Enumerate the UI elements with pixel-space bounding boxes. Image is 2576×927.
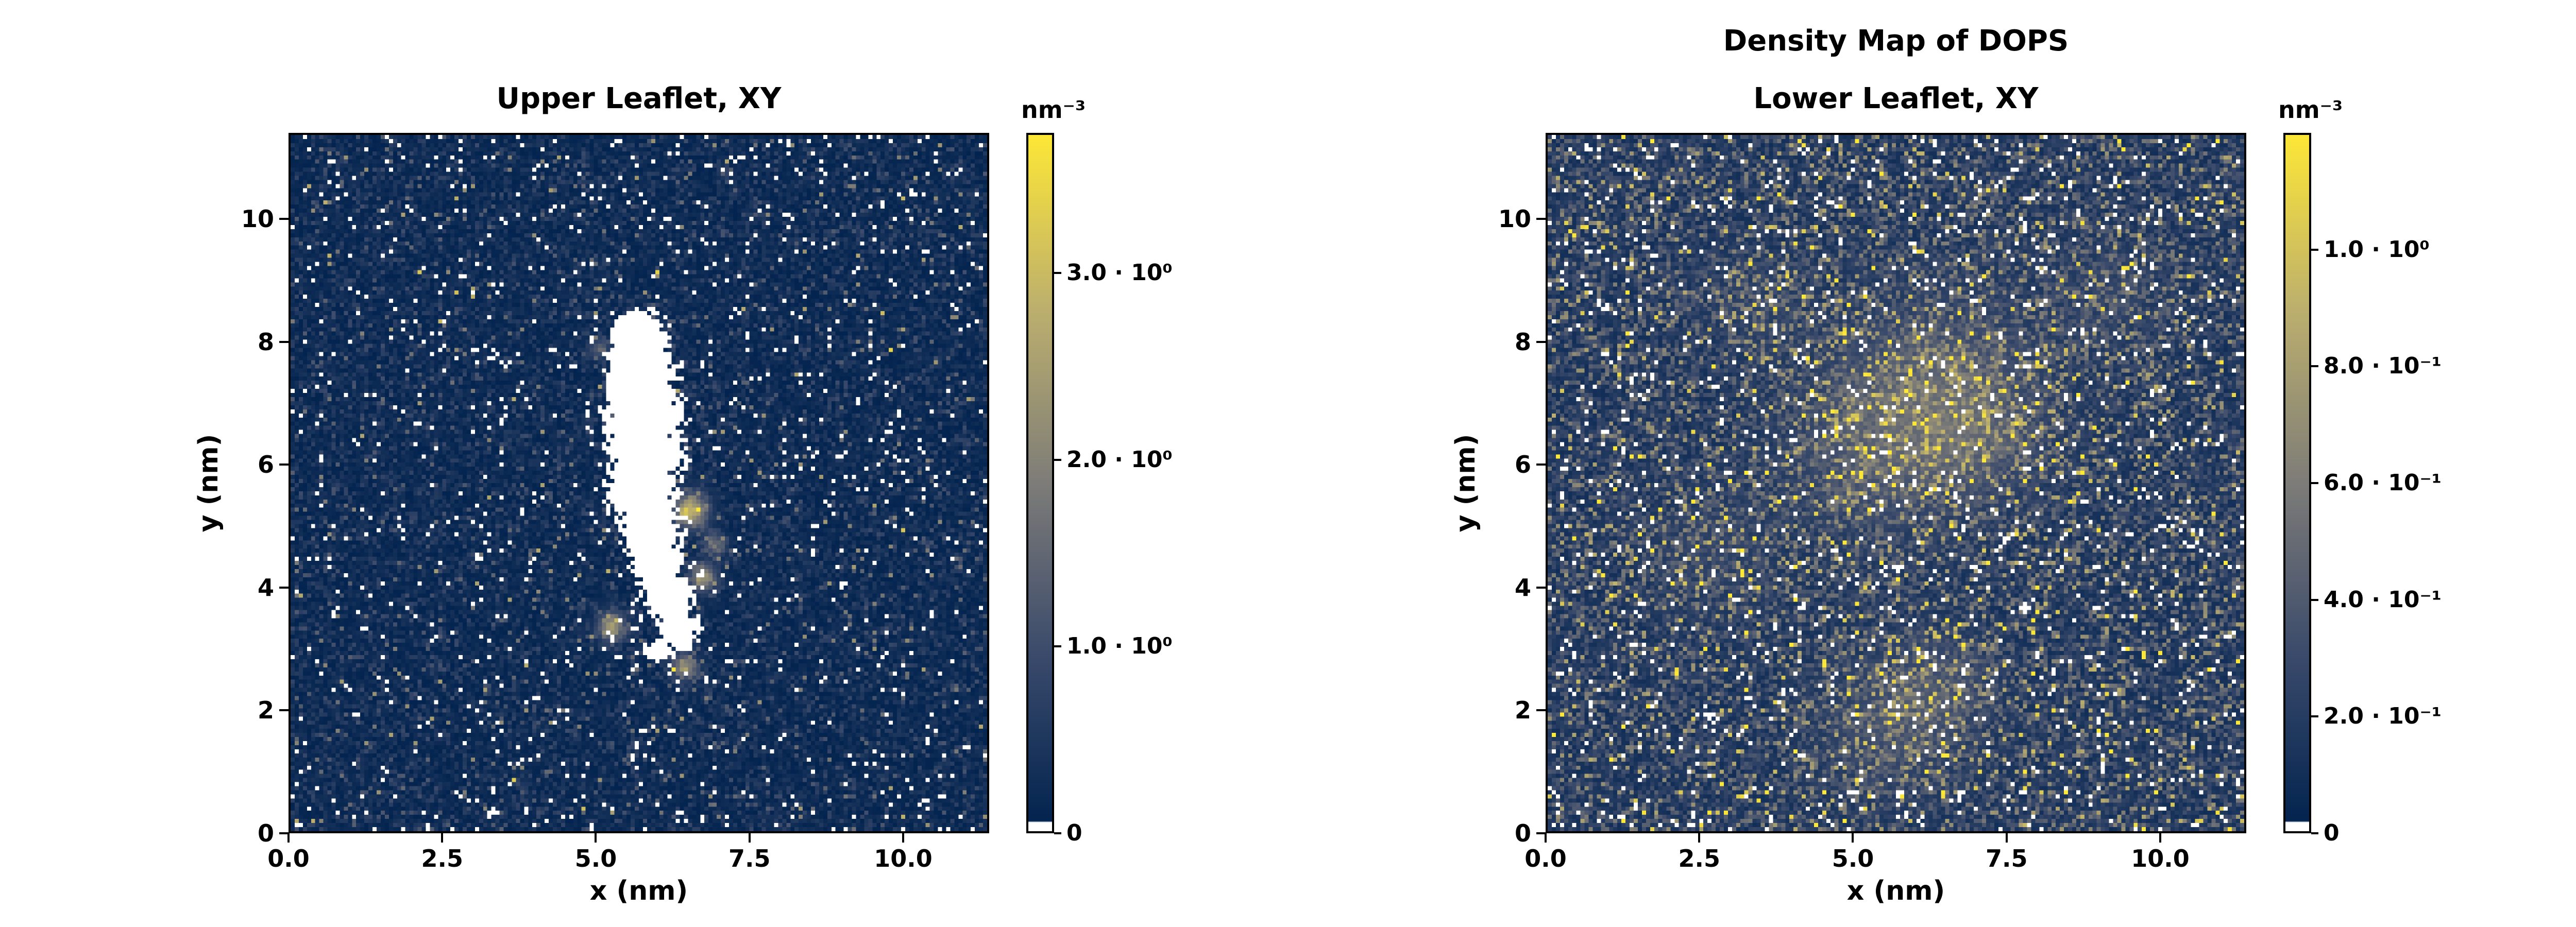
x-tick-label: 7.5	[728, 845, 771, 872]
x-tick-label: 10.0	[874, 845, 933, 872]
colorbar-tick-label: 2.0 · 10⁻¹	[2324, 703, 2442, 730]
y-tick-mark	[1536, 709, 1546, 712]
colorbar-unit-upper-leaflet: nm⁻³	[1021, 96, 1086, 124]
heatmap-canvas-upper-leaflet	[291, 135, 987, 831]
x-tick-mark	[1698, 833, 1701, 843]
x-tick-label: 10.0	[2131, 845, 2190, 872]
x-tick-label: 0.0	[1524, 845, 1567, 872]
x-tick-mark	[287, 833, 290, 843]
y-tick-label: 2	[257, 696, 274, 725]
y-tick-mark	[279, 709, 289, 712]
x-tick-label: 2.5	[1678, 845, 1720, 872]
colorbar-tick-mark	[1054, 272, 1061, 274]
y-tick-label: 4	[1514, 573, 1531, 602]
y-tick-mark	[1536, 586, 1546, 589]
colorbar-upper-leaflet	[1026, 133, 1054, 833]
panel-title-upper-leaflet: Upper Leaflet, XY	[496, 82, 782, 115]
x-tick-mark	[2159, 833, 2161, 843]
x-tick-label: 0.0	[267, 845, 310, 872]
y-tick-label: 10	[241, 205, 274, 233]
colorbar-canvas-lower-leaflet	[2285, 135, 2309, 831]
colorbar-tick-label: 0	[1066, 820, 1082, 846]
colorbar-tick-mark	[2311, 248, 2318, 251]
colorbar-tick-mark	[2311, 365, 2318, 368]
colorbar-tick-mark	[2311, 715, 2318, 718]
y-tick-mark	[279, 586, 289, 589]
y-tick-label: 8	[257, 328, 274, 356]
colorbar-tick-label: 6.0 · 10⁻¹	[2324, 470, 2442, 496]
heatmap-canvas-lower-leaflet	[1548, 135, 2244, 831]
x-tick-mark	[748, 833, 751, 843]
colorbar-lower-leaflet	[2283, 133, 2311, 833]
y-tick-mark	[279, 464, 289, 466]
x-axis-label-upper-leaflet: x (nm)	[589, 876, 688, 906]
y-tick-mark	[279, 832, 289, 834]
y-tick-label: 4	[257, 573, 274, 602]
panel-title-lower-leaflet: Lower Leaflet, XY	[1753, 82, 2039, 115]
x-tick-mark	[1545, 833, 1547, 843]
y-axis-label-upper-leaflet: y (nm)	[193, 434, 224, 533]
colorbar-tick-label: 0	[2324, 820, 2340, 846]
colorbar-tick-label: 4.0 · 10⁻¹	[2324, 586, 2442, 613]
colorbar-tick-mark	[2311, 482, 2318, 484]
x-axis-label-lower-leaflet: x (nm)	[1846, 876, 1945, 906]
y-tick-mark	[1536, 340, 1546, 343]
heatmap-plot-upper-leaflet	[289, 133, 989, 833]
y-tick-label: 0	[1514, 819, 1531, 847]
figure-suptitle: Density Map of DOPS	[1723, 24, 2069, 58]
x-tick-label: 7.5	[1985, 845, 2028, 872]
x-tick-label: 5.0	[574, 845, 617, 872]
y-tick-label: 10	[1498, 205, 1531, 233]
colorbar-tick-mark	[1054, 832, 1061, 834]
x-tick-mark	[902, 833, 904, 843]
y-tick-label: 2	[1514, 696, 1531, 725]
x-tick-mark	[441, 833, 444, 843]
y-tick-mark	[279, 218, 289, 220]
colorbar-tick-label: 3.0 · 10⁰	[1066, 260, 1173, 286]
colorbar-canvas-upper-leaflet	[1028, 135, 1052, 831]
colorbar-tick-label: 8.0 · 10⁻¹	[2324, 353, 2442, 380]
y-tick-mark	[279, 340, 289, 343]
x-tick-label: 2.5	[421, 845, 463, 872]
colorbar-tick-label: 1.0 · 10⁰	[1066, 633, 1173, 660]
y-tick-label: 6	[257, 451, 274, 479]
y-tick-label: 8	[1514, 328, 1531, 356]
x-tick-mark	[595, 833, 597, 843]
colorbar-tick-mark	[2311, 598, 2318, 601]
heatmap-plot-lower-leaflet	[1546, 133, 2246, 833]
colorbar-tick-label: 2.0 · 10⁰	[1066, 446, 1173, 473]
y-tick-mark	[1536, 832, 1546, 834]
y-tick-label: 6	[1514, 451, 1531, 479]
y-tick-mark	[1536, 464, 1546, 466]
colorbar-unit-lower-leaflet: nm⁻³	[2278, 96, 2343, 124]
colorbar-tick-mark	[1054, 458, 1061, 461]
x-tick-label: 5.0	[1832, 845, 1874, 872]
colorbar-tick-label: 1.0 · 10⁰	[2324, 236, 2430, 263]
x-tick-mark	[2005, 833, 2008, 843]
x-tick-mark	[1852, 833, 1854, 843]
colorbar-tick-mark	[1054, 645, 1061, 648]
y-axis-label-lower-leaflet: y (nm)	[1450, 434, 1481, 533]
colorbar-tick-mark	[2311, 832, 2318, 834]
y-tick-mark	[1536, 218, 1546, 220]
y-tick-label: 0	[257, 819, 274, 847]
